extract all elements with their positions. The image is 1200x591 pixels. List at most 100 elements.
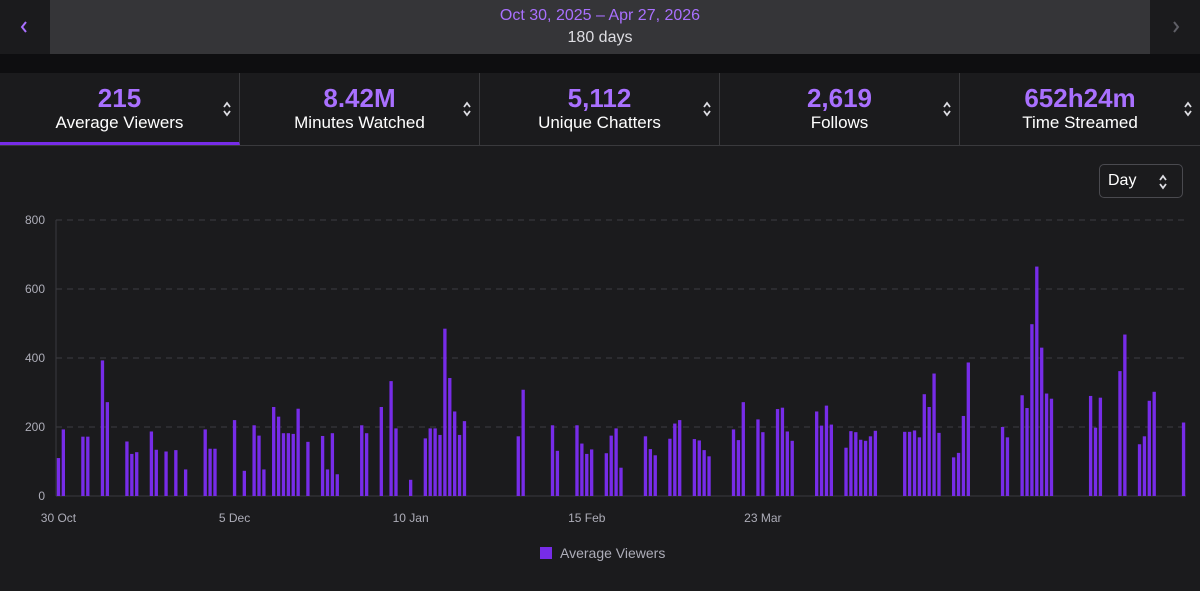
- bar: [443, 328, 447, 496]
- bar: [320, 435, 325, 496]
- next-period-button[interactable]: [1152, 0, 1200, 54]
- bar: [276, 416, 281, 496]
- y-tick-label: 0: [38, 489, 45, 503]
- bar: [555, 450, 560, 496]
- bar: [927, 406, 931, 496]
- bar: [873, 430, 878, 496]
- x-tick-label: 10 Jan: [393, 511, 429, 525]
- bar: [291, 433, 295, 496]
- stat-value: 8.42M: [323, 83, 396, 113]
- bar: [1049, 398, 1054, 496]
- sort-icon: [1184, 101, 1192, 117]
- bar: [697, 440, 701, 496]
- bar: [379, 406, 383, 496]
- bar: [521, 389, 525, 496]
- chevron-left-icon: [20, 21, 27, 33]
- bar: [105, 402, 110, 496]
- bar: [673, 423, 677, 496]
- bar: [1005, 437, 1010, 496]
- granularity-value: Day: [1108, 172, 1137, 189]
- stat-minutes-watched[interactable]: 8.42M Minutes Watched: [240, 73, 480, 145]
- bar: [863, 440, 868, 496]
- date-range-text: Oct 30, 2025 – Apr 27, 2026: [499, 7, 701, 24]
- bar: [868, 436, 873, 496]
- bar: [1020, 395, 1024, 496]
- bar: [643, 436, 648, 496]
- bar: [1123, 334, 1127, 496]
- y-tick-label: 800: [25, 213, 45, 227]
- bar: [575, 425, 579, 496]
- bar: [1142, 436, 1147, 496]
- bar: [761, 432, 765, 496]
- bar: [1000, 427, 1005, 496]
- date-range-days: 180 days: [567, 29, 633, 46]
- previous-period-button[interactable]: [0, 0, 48, 54]
- bar: [183, 469, 188, 496]
- bar: [242, 470, 246, 496]
- bar: [86, 436, 90, 496]
- bar: [668, 438, 672, 496]
- stat-label: Unique Chatters: [538, 113, 661, 132]
- bar: [731, 429, 736, 496]
- bar: [135, 452, 139, 496]
- sort-icon: [703, 101, 711, 117]
- bar: [306, 441, 310, 496]
- bar: [961, 415, 966, 496]
- bar: [296, 408, 300, 496]
- average-viewers-bar-chart: 0 200 400 600 800 30 Oct 5 Dec 10 Jan 15 Feb 23 M…: [25, 213, 1186, 525]
- date-range-bar: Oct 30, 2025 – Apr 27, 2026 180 days: [0, 0, 1200, 54]
- stat-value: 5,112: [567, 83, 632, 113]
- stat-label: Follows: [810, 113, 869, 132]
- bar: [1152, 391, 1156, 496]
- bar: [364, 433, 369, 496]
- bar: [785, 431, 789, 496]
- bar: [550, 425, 555, 496]
- bar: [203, 429, 207, 496]
- granularity-select[interactable]: Day: [1099, 164, 1183, 198]
- stat-value: 2,619: [806, 83, 873, 113]
- bar: [585, 453, 589, 496]
- bar: [815, 411, 819, 496]
- bar: [130, 453, 134, 496]
- bar: [428, 428, 432, 496]
- bar: [903, 431, 907, 496]
- bar: [653, 455, 657, 496]
- stat-label: Average Viewers: [55, 113, 184, 132]
- chart-legend[interactable]: Average Viewers: [540, 545, 665, 561]
- bar: [325, 469, 330, 496]
- stat-unique-chatters[interactable]: 5,112 Unique Chatters: [480, 73, 720, 145]
- stat-time-streamed[interactable]: 652h24m Time Streamed: [960, 73, 1200, 145]
- stat-label: Time Streamed: [1022, 113, 1138, 132]
- bar: [1030, 324, 1034, 496]
- bar: [330, 433, 335, 496]
- bar: [286, 433, 291, 496]
- bar: [448, 378, 452, 496]
- bar: [1147, 400, 1151, 496]
- bar: [232, 420, 237, 496]
- bar: [1088, 395, 1093, 496]
- bar: [1040, 347, 1044, 496]
- bar: [614, 428, 618, 496]
- bar: [775, 409, 780, 496]
- bar: [257, 435, 261, 496]
- stat-follows[interactable]: 2,619 Follows: [720, 73, 960, 145]
- bar: [61, 429, 66, 496]
- stat-value: 652h24m: [1024, 83, 1136, 113]
- bar: [389, 381, 393, 496]
- legend-swatch: [540, 547, 552, 559]
- bar: [1044, 393, 1049, 496]
- bar: [100, 360, 105, 496]
- bar: [951, 457, 956, 496]
- bar: [849, 431, 853, 496]
- sort-icon: [223, 101, 231, 117]
- bar: [702, 450, 706, 496]
- bar: [423, 438, 427, 496]
- bar: [589, 449, 594, 496]
- bar: [1137, 444, 1142, 496]
- bar: [462, 421, 467, 496]
- bar: [433, 428, 437, 496]
- stat-average-viewers[interactable]: 215 Average Viewers: [0, 73, 240, 145]
- date-range-display[interactable]: Oct 30, 2025 – Apr 27, 2026 180 days: [50, 0, 1150, 54]
- bar: [912, 430, 917, 496]
- bar: [208, 448, 212, 496]
